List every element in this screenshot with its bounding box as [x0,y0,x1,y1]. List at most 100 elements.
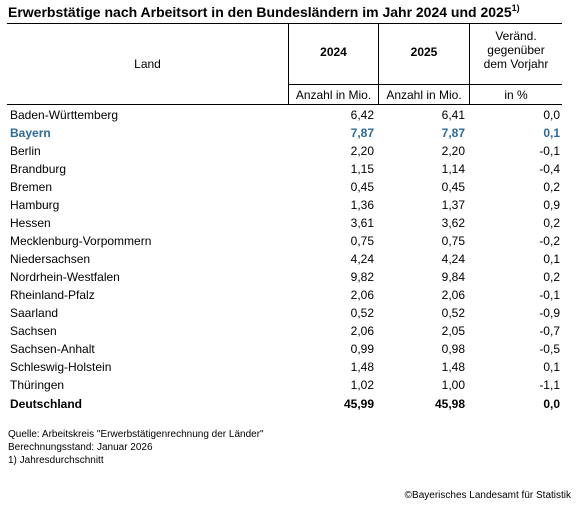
cell-land: Saarland [10,306,59,320]
cell-2024: 0,52 [350,306,374,320]
table-title: Erwerbstätige nach Arbeitsort in den Bun… [8,3,520,20]
cell-change: 0,2 [543,180,560,194]
cell-land: Rheinland-Pfalz [10,288,95,302]
cell-change: 0,2 [543,216,560,230]
cell-land: Thüringen [10,378,65,392]
cell-land: Hamburg [10,198,60,212]
cell-land: Brandburg [10,162,67,176]
cell-2025: 1,14 [441,162,465,176]
cell-land: Niedersachsen [10,252,91,266]
cell-land: Deutschland [10,397,83,411]
cell-2024: 0,75 [350,234,374,248]
cell-2024: 0,45 [350,180,374,194]
cell-land: Bayern [10,126,51,140]
cell-change: 0,2 [543,270,560,284]
cell-change: 0,1 [543,360,560,374]
cell-change: 0,0 [543,108,560,122]
table-row: Baden-Württemberg 6,42 6,41 0,0 [0,106,587,124]
cell-2024: 45,99 [343,397,374,411]
cell-land: Berlin [10,144,41,158]
cell-2025: 7,87 [441,126,465,140]
cell-change: 0,1 [543,126,560,140]
table-row: Bremen 0,45 0,45 0,2 [0,178,587,196]
cell-land: Nordrhein-Westfalen [10,270,120,284]
cell-2024: 3,61 [350,216,374,230]
table-row: Deutschland 45,99 45,98 0,0 [0,394,587,414]
cell-change: 0,0 [543,397,560,411]
header-bottom-rule [7,104,562,105]
copyright-notice: ©Bayerisches Landesamt für Statistik [404,490,571,501]
cell-2025: 6,41 [441,108,465,122]
table-row: Thüringen 1,02 1,00 -1,1 [0,376,587,394]
cell-2025: 0,75 [441,234,465,248]
cell-2024: 1,48 [350,360,374,374]
cell-land: Sachsen [10,324,57,338]
column-header-change-line-1: Veränd. [495,29,537,43]
cell-2024: 9,82 [350,270,374,284]
cell-2024: 7,87 [350,126,374,140]
column-header-2024: 2024 [320,45,347,59]
table-row: Rheinland-Pfalz 2,06 2,06 -0,1 [0,286,587,304]
table-row: Brandburg 1,15 1,14 -0,4 [0,160,587,178]
cell-2025: 1,48 [441,360,465,374]
title-footnote-mark: 1) [511,3,520,13]
cell-change: -0,5 [539,342,560,356]
cell-2024: 1,02 [350,378,374,392]
cell-land: Sachsen-Anhalt [10,342,95,356]
header-divider-3 [469,23,470,105]
cell-land: Bremen [10,180,53,194]
cell-2025: 45,98 [434,397,465,411]
header-unit-rule [289,84,562,85]
cell-2025: 0,98 [441,342,465,356]
cell-land: Baden-Württemberg [10,108,119,122]
cell-2024: 1,36 [350,198,374,212]
table-row: Niedersachsen 4,24 4,24 0,1 [0,250,587,268]
cell-change: 0,1 [543,252,560,266]
cell-change: -0,1 [539,288,560,302]
cell-land: Hessen [10,216,51,230]
table-row: Schleswig-Holstein 1,48 1,48 0,1 [0,358,587,376]
cell-2025: 1,37 [441,198,465,212]
table-row: Sachsen-Anhalt 0,99 0,98 -0,5 [0,340,587,358]
cell-change: -0,9 [539,306,560,320]
table-body: Baden-Württemberg 6,42 6,41 0,0 Bayern 7,87 7,… [0,106,587,414]
column-header-change-line-2: gegenüber [487,43,545,57]
header-top-rule [7,23,562,24]
unit-label-2025: Anzahl in Mio. [386,88,462,102]
cell-2025: 1,00 [441,378,465,392]
cell-2024: 6,42 [350,108,374,122]
cell-2024: 2,20 [350,144,374,158]
column-header-change: Veränd. gegenüber dem Vorjahr [470,29,562,71]
cell-2025: 2,06 [441,288,465,302]
table-row: Hamburg 1,36 1,37 0,9 [0,196,587,214]
header-divider-1 [288,23,289,105]
footnote-annual-average: 1) Jahresdurchschnitt [8,455,104,466]
cell-change: -0,2 [539,234,560,248]
cell-2025: 0,45 [441,180,465,194]
cell-change: -0,4 [539,162,560,176]
cell-2025: 4,24 [441,252,465,266]
cell-change: -0,1 [539,144,560,158]
cell-2024: 0,99 [350,342,374,356]
cell-2025: 2,20 [441,144,465,158]
cell-2025: 2,05 [441,324,465,338]
column-header-change-line-3: dem Vorjahr [483,57,549,71]
title-text: Erwerbstätige nach Arbeitsort in den Bun… [8,4,512,20]
footnote-calculation-date: Berechnungsstand: Januar 2026 [8,442,153,453]
column-header-2025: 2025 [410,45,438,59]
column-header-land: Land [134,57,161,71]
cell-2024: 2,06 [350,288,374,302]
cell-2025: 3,62 [441,216,465,230]
table-row: Hessen 3,61 3,62 0,2 [0,214,587,232]
cell-2024: 2,06 [350,324,374,338]
table-row: Sachsen 2,06 2,05 -0,7 [0,322,587,340]
table-row: Nordrhein-Westfalen 9,82 9,84 0,2 [0,268,587,286]
cell-change: 0,9 [543,198,560,212]
cell-land: Schleswig-Holstein [10,360,112,374]
cell-2024: 1,15 [350,162,374,176]
cell-2025: 0,52 [441,306,465,320]
cell-2025: 9,84 [441,270,465,284]
cell-land: Mecklenburg-Vorpommern [10,234,152,248]
cell-2024: 4,24 [350,252,374,266]
cell-change: -0,7 [539,324,560,338]
